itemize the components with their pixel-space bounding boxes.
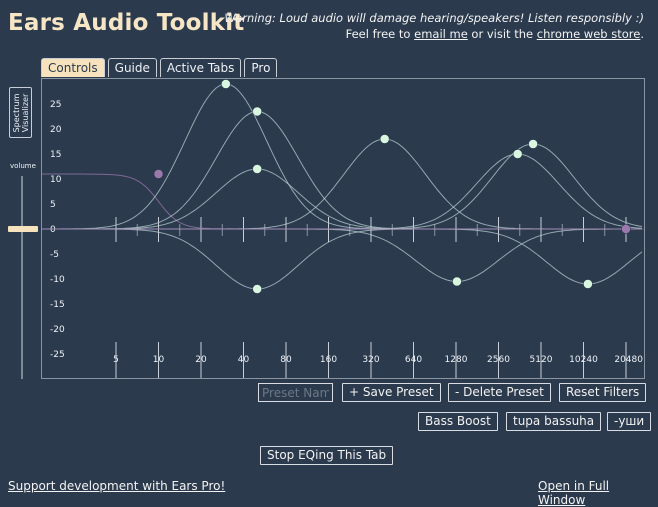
- filter-handle[interactable]: [252, 164, 262, 174]
- filter-handle[interactable]: [452, 276, 462, 287]
- x-tick-label: 160: [320, 355, 337, 365]
- x-tick-label: 20480: [614, 355, 643, 365]
- x-tick-label: 5: [113, 355, 119, 365]
- x-tick-label: 2560: [487, 355, 510, 365]
- y-tick-label: -25: [50, 350, 65, 360]
- delete-preset-button[interactable]: - Delete Preset: [448, 383, 551, 402]
- chrome-store-link[interactable]: chrome web store: [536, 27, 641, 41]
- contact-pre: Feel free to: [345, 27, 415, 41]
- volume-slider-thumb[interactable]: [8, 226, 38, 232]
- filter-curve: [42, 83, 642, 230]
- preset-bass-boost-button[interactable]: Bass Boost: [418, 412, 498, 431]
- filter-handle[interactable]: [252, 284, 262, 294]
- save-preset-button[interactable]: + Save Preset: [342, 383, 441, 402]
- spectrum-visualizer-button[interactable]: Spectrum Visualizer: [9, 87, 32, 138]
- preset-name-input[interactable]: [258, 383, 333, 402]
- x-tick-label: 10240: [569, 355, 598, 365]
- y-tick-label: 5: [50, 200, 56, 210]
- support-link[interactable]: Support development with Ears Pro!: [8, 479, 226, 493]
- tab-active-tabs[interactable]: Active Tabs: [159, 58, 242, 77]
- filter-handle[interactable]: [512, 149, 523, 159]
- contact-post: .: [640, 27, 644, 41]
- x-tick-label: 640: [405, 355, 422, 365]
- y-tick-label: 10: [50, 175, 62, 185]
- x-tick-label: 10: [153, 355, 165, 365]
- filter-curve: [42, 228, 643, 285]
- contact-mid: or visit the: [467, 27, 537, 41]
- volume-label: volume: [10, 162, 36, 170]
- filter-handle[interactable]: [221, 79, 231, 89]
- x-tick-label: 20: [195, 355, 207, 365]
- app-title: Ears Audio Toolkit: [8, 10, 245, 36]
- y-tick-label: 20: [50, 125, 62, 135]
- stop-eq-button[interactable]: Stop EQing This Tab: [260, 446, 394, 465]
- filter-handle[interactable]: [153, 169, 164, 179]
- warning-text: Warning: Loud audio will damage hearing/…: [224, 11, 644, 25]
- x-tick-label: 80: [280, 355, 292, 365]
- tab-guide[interactable]: Guide: [107, 58, 157, 77]
- spectrum-visualizer-label: Spectrum Visualizer: [11, 93, 30, 132]
- y-tick-label: 0: [50, 225, 56, 235]
- filter-handle[interactable]: [379, 134, 390, 144]
- eq-graph-canvas[interactable]: 25 20 15 10 5 0 -5 -10 -15 -20 -25 5 10 20 40 80 160 320 6…: [42, 79, 644, 378]
- filter-curve: [42, 153, 643, 230]
- tab-pro[interactable]: Pro: [244, 58, 278, 77]
- preset-tupa-bassuha-button[interactable]: tupa bassuha: [506, 412, 602, 431]
- filter-handle[interactable]: [528, 139, 538, 149]
- y-tick-label: -10: [50, 275, 65, 285]
- volume-slider-track[interactable]: [21, 176, 23, 379]
- reset-filters-button[interactable]: Reset Filters: [559, 383, 647, 402]
- preset-ushi-button[interactable]: -уши: [607, 412, 652, 431]
- filter-curve: [42, 110, 642, 230]
- email-link[interactable]: email me: [414, 27, 468, 41]
- x-tick-label: 1280: [445, 355, 468, 365]
- tab-controls[interactable]: Controls: [41, 58, 105, 77]
- tab-bar: Controls Guide Active Tabs Pro: [41, 58, 280, 77]
- eq-graph[interactable]: 25 20 15 10 5 0 -5 -10 -15 -20 -25 5 10 20 40 80 160 320 6…: [41, 78, 645, 379]
- y-tick-label: 15: [50, 150, 61, 160]
- filter-curve: [42, 228, 642, 283]
- x-tick-label: 320: [362, 355, 379, 365]
- y-tick-label: -15: [50, 300, 65, 310]
- y-tick-label: -20: [50, 325, 65, 335]
- y-tick-label: -5: [50, 250, 59, 260]
- y-tick-label: 25: [50, 100, 61, 110]
- filter-handle[interactable]: [583, 279, 593, 289]
- filter-handle[interactable]: [621, 224, 631, 234]
- x-tick-label: 5120: [530, 355, 553, 365]
- full-window-link[interactable]: Open in Full Window: [538, 479, 610, 507]
- filter-curve: [42, 143, 643, 230]
- filter-handle[interactable]: [252, 106, 262, 117]
- filter-curve: [42, 173, 642, 230]
- contact-line: Feel free to email me or visit the chrom…: [346, 27, 644, 41]
- x-tick-label: 40: [238, 355, 250, 365]
- filter-curve: [42, 228, 642, 290]
